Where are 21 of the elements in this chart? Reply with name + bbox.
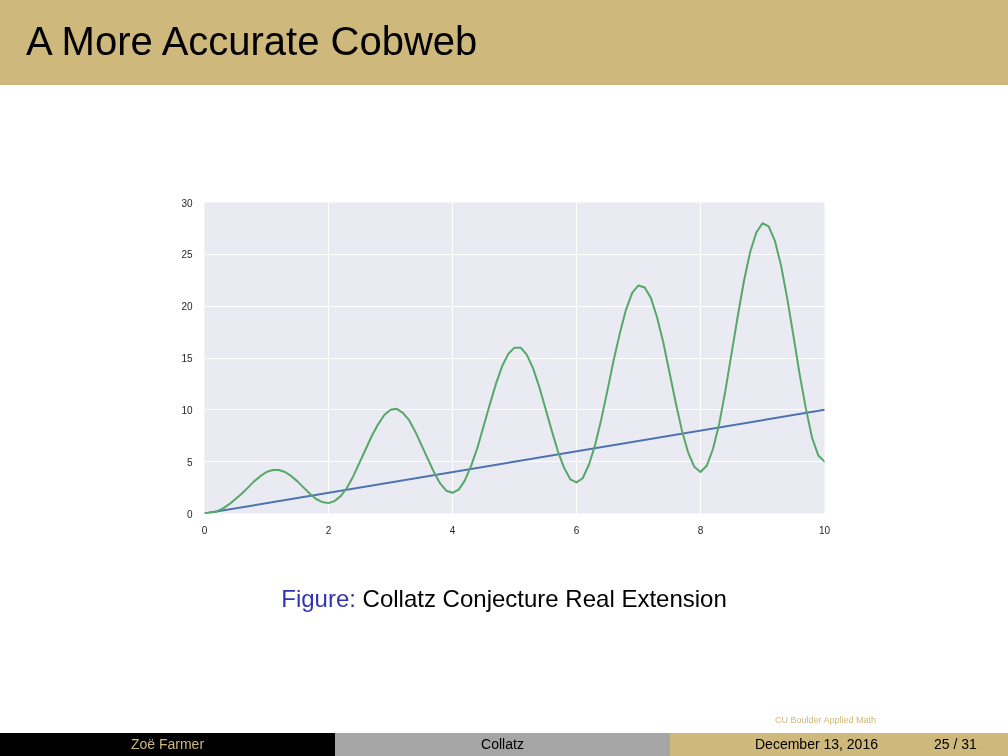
x-tick-label: 4 [449, 524, 456, 536]
x-tick-label: 6 [573, 524, 580, 536]
y-tick-label: 30 [181, 197, 193, 209]
y-tick-label: 5 [186, 456, 193, 468]
y-tick-label: 20 [181, 301, 193, 313]
y-tick-label: 0 [186, 508, 193, 520]
chart-title: A More Accurate Cobweb [26, 18, 478, 64]
text: CU Boulder Applied Math [775, 715, 877, 726]
y-tick-label: 25 [181, 249, 193, 261]
text: 25 / 31 [934, 735, 977, 754]
text: Zoë Farmer [0, 733, 335, 756]
text: Figure: Collatz Conjecture Real Extension [280, 584, 728, 614]
x-tick-label: 10 [818, 524, 831, 536]
x-tick-label: 2 [325, 524, 332, 536]
line-series [204, 222, 825, 514]
y-tick-label: 10 [181, 404, 193, 416]
x-tick-label: 0 [201, 524, 208, 536]
x-tick-label: 8 [697, 524, 704, 536]
text: December 13, 2016 [755, 735, 878, 754]
text: Collatz [335, 733, 670, 756]
y-tick-label: 15 [181, 353, 193, 364]
